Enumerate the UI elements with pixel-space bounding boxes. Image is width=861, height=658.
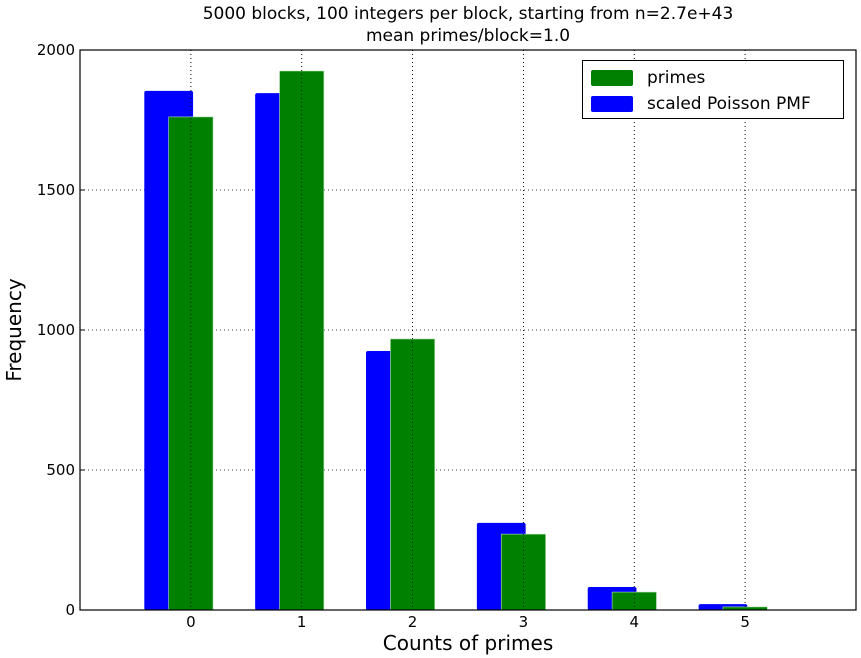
x-axis-label: Counts of primes bbox=[382, 631, 554, 655]
bars bbox=[144, 50, 768, 611]
legend-swatch-green bbox=[591, 70, 633, 86]
legend-label: primes bbox=[647, 68, 706, 88]
y-tick-label: 500 bbox=[46, 461, 75, 479]
x-tick-label: 4 bbox=[629, 613, 640, 631]
legend-swatch-blue bbox=[591, 96, 633, 112]
y-tick-label: 0 bbox=[65, 601, 75, 619]
bar-primes bbox=[168, 116, 214, 611]
y-tick-label: 1500 bbox=[36, 181, 75, 199]
x-tick-label: 2 bbox=[407, 613, 418, 631]
y-axis-label: Frequency bbox=[2, 278, 26, 382]
y-tick-label: 1000 bbox=[36, 321, 75, 339]
y-tick-label: 2000 bbox=[36, 41, 75, 59]
legend-item-poisson: scaled Poisson PMF bbox=[591, 93, 811, 115]
legend-item-primes: primes bbox=[591, 67, 705, 89]
x-tick-label: 5 bbox=[740, 613, 750, 631]
chart-subtitle: mean primes/block=1.0 bbox=[365, 26, 571, 46]
x-tick-label: 0 bbox=[186, 613, 196, 631]
x-tick-label: 3 bbox=[518, 613, 529, 631]
chart-title: 5000 blocks, 100 integers per block, sta… bbox=[202, 4, 734, 24]
legend-label: scaled Poisson PMF bbox=[647, 94, 811, 114]
x-tick-label: 1 bbox=[296, 613, 307, 631]
tick-marks bbox=[80, 49, 856, 611]
legend: primes scaled Poisson PMF bbox=[582, 60, 844, 119]
bar-primes bbox=[279, 70, 325, 611]
